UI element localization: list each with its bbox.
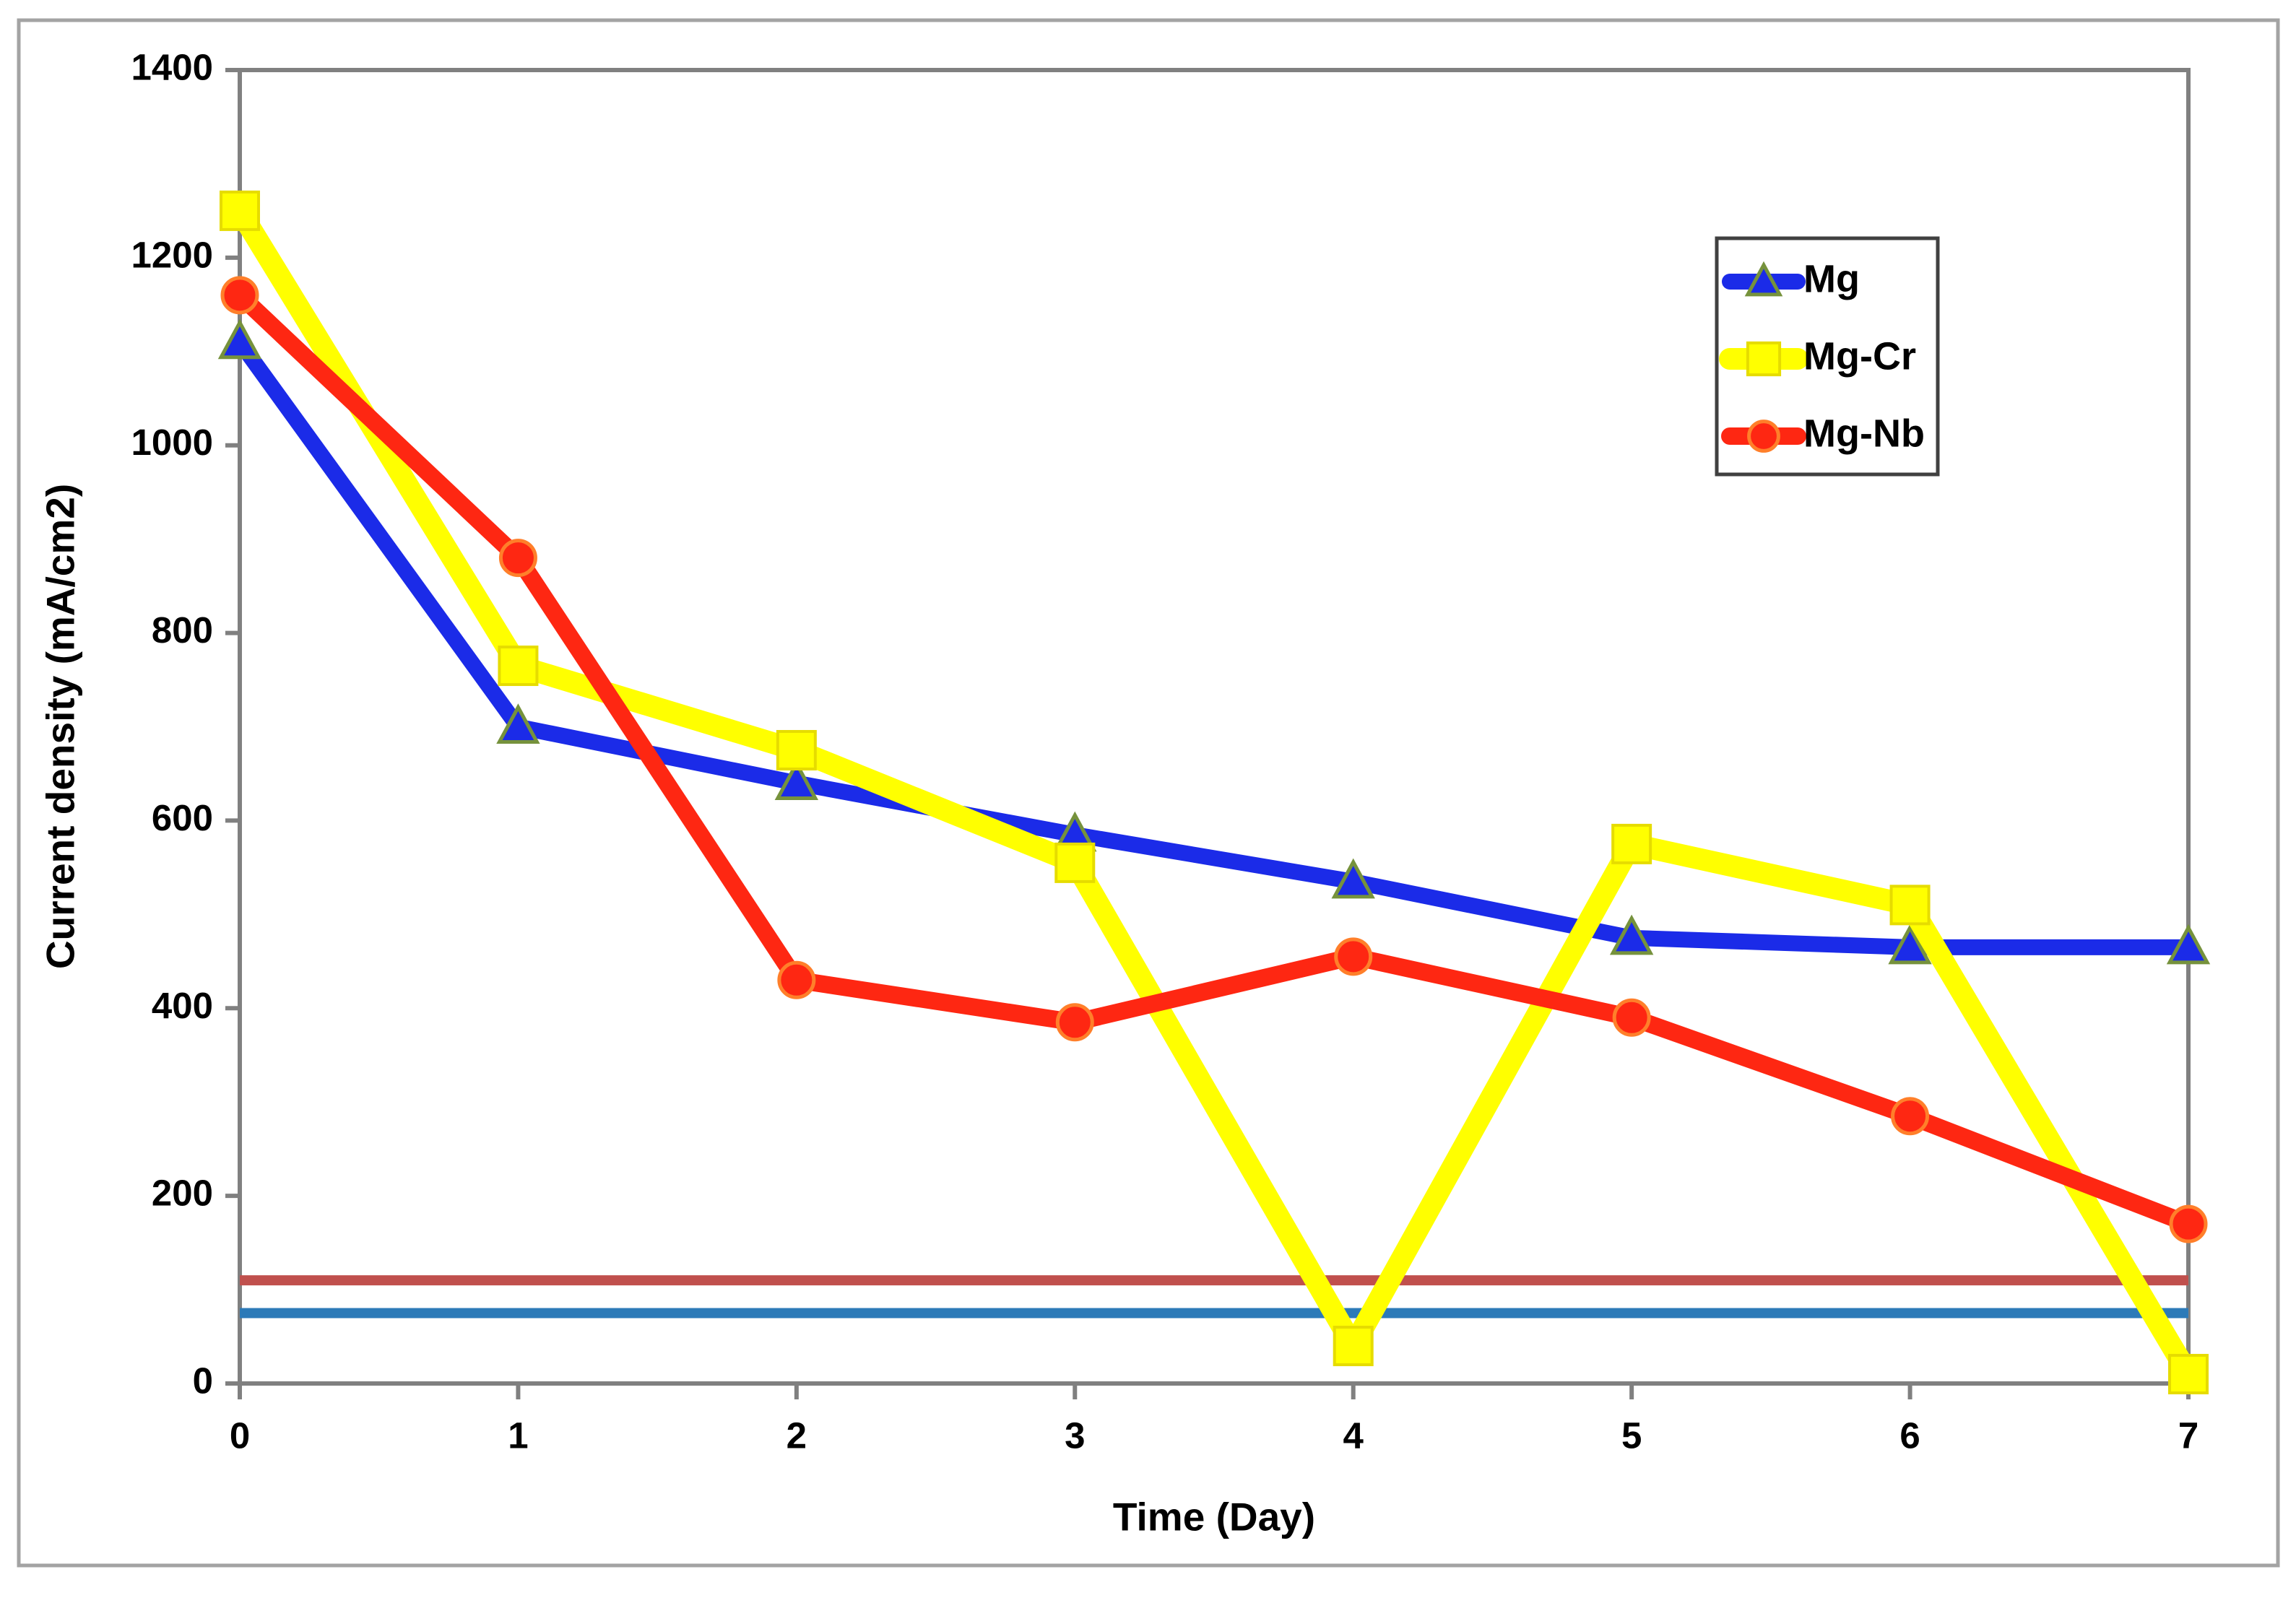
- data-point-marker-square: [1611, 823, 1652, 864]
- data-point-marker-triangle: [496, 703, 540, 744]
- y-tick-label: 200: [152, 1173, 213, 1214]
- data-point-marker-square: [1889, 885, 1931, 926]
- data-point-marker-circle: [498, 539, 537, 578]
- legend-label: Mg-Cr: [1803, 334, 1916, 378]
- legend-item-mg-cr: Mg-Cr: [1719, 334, 1916, 378]
- series-line-mg-cr: [229, 199, 2199, 1386]
- y-tick-label: 400: [152, 985, 213, 1026]
- x-axis-ticks: 0 1 2 3 4 5 6 7: [230, 1383, 2198, 1456]
- data-point-marker-square: [220, 190, 260, 231]
- data-point-marker-circle: [777, 960, 816, 999]
- y-tick-label: 1400: [131, 46, 213, 87]
- data-point-marker-triangle: [2166, 924, 2211, 965]
- data-point-marker-square: [1333, 1326, 1374, 1367]
- y-axis-ticks: 0 200 400 600 800 1000 1200 1400: [131, 46, 240, 1401]
- data-point-marker-triangle: [1331, 858, 1375, 899]
- y-axis-label: Current density (mA/cm2): [38, 484, 83, 969]
- data-point-marker-square: [776, 729, 817, 770]
- y-tick-label: 1000: [131, 422, 213, 463]
- y-tick-label: 0: [193, 1360, 213, 1401]
- x-tick-label: 1: [508, 1415, 528, 1456]
- x-tick-label: 4: [1343, 1415, 1364, 1456]
- legend-label: Mg-Nb: [1803, 412, 1925, 455]
- data-point-marker-square: [1054, 842, 1096, 883]
- data-point-marker-triangle: [1609, 914, 1654, 955]
- x-tick-label: 3: [1065, 1415, 1085, 1456]
- data-point-marker-square: [498, 646, 539, 687]
- data-point-marker-triangle: [774, 760, 819, 800]
- data-point-marker-circle: [220, 276, 259, 315]
- data-point-marker-circle: [1055, 1003, 1094, 1042]
- data-point-marker-circle: [1612, 998, 1651, 1037]
- series-mg: [217, 318, 2211, 965]
- data-point-marker-circle: [1334, 937, 1373, 976]
- x-tick-label: 6: [1899, 1415, 1920, 1456]
- reference-lines: [240, 1275, 2188, 1319]
- x-axis-label: Time (Day): [1113, 1495, 1315, 1539]
- data-point-marker-circle: [1891, 1097, 1930, 1136]
- legend-item-mg-nb: Mg-Nb: [1721, 412, 1925, 455]
- y-tick-label: 600: [152, 797, 213, 838]
- legend-label: Mg: [1803, 257, 1860, 300]
- data-point-marker-circle: [1747, 420, 1780, 453]
- x-tick-label: 7: [2178, 1415, 2198, 1456]
- series-line-mg: [232, 334, 2196, 955]
- legend-item-mg: Mg: [1722, 257, 1860, 300]
- data-series: [217, 190, 2211, 1395]
- data-point-marker-triangle: [1744, 261, 1783, 297]
- data-point-marker-circle: [2169, 1204, 2208, 1243]
- series-mg-cr: [220, 190, 2209, 1395]
- series-mg-nb: [220, 276, 2208, 1243]
- x-tick-label: 0: [230, 1415, 250, 1456]
- y-tick-label: 1200: [131, 234, 213, 275]
- x-tick-label: 5: [1621, 1415, 1642, 1456]
- x-tick-label: 2: [787, 1415, 807, 1456]
- series-line-mg-nb: [231, 286, 2197, 1233]
- data-point-marker-square: [2168, 1354, 2209, 1395]
- legend: Mg Mg-Cr Mg-Nb: [1715, 236, 1940, 477]
- data-point-marker-triangle: [1888, 924, 1932, 965]
- data-point-marker-triangle: [217, 318, 262, 360]
- y-tick-label: 800: [152, 609, 213, 651]
- data-point-marker-square: [1746, 341, 1782, 377]
